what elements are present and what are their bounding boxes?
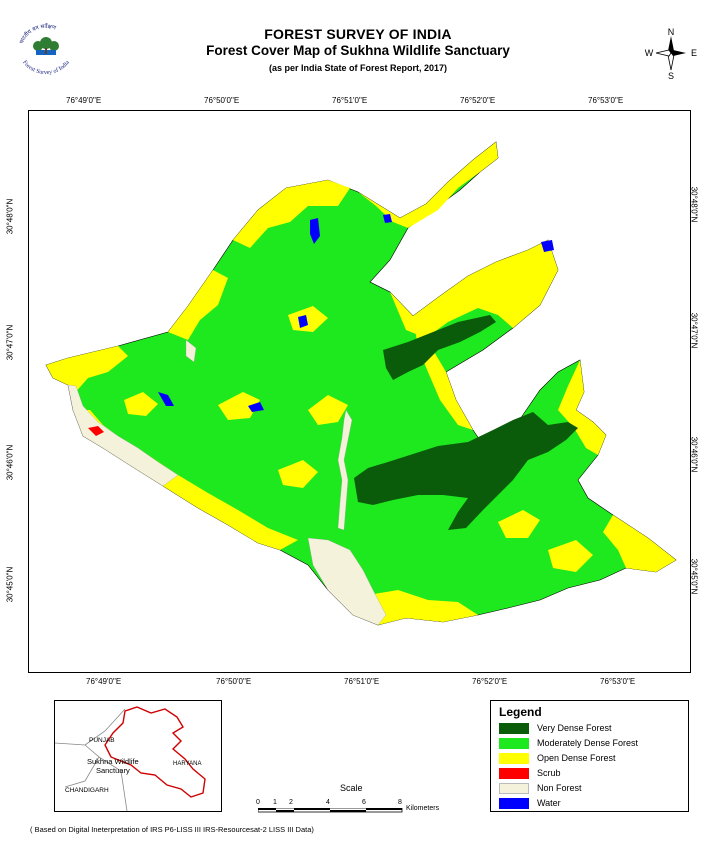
scale-tick-8: 8 xyxy=(398,799,402,806)
legend-label: Open Dense Forest xyxy=(537,753,616,763)
svg-text:Forest Survey of India: Forest Survey of India xyxy=(21,60,71,76)
inset-state-lines xyxy=(55,708,128,811)
bottom-tick-3: 76°51'0"E xyxy=(344,677,380,686)
non-forest-patches xyxy=(67,339,387,626)
scale-unit: Kilometers xyxy=(406,805,440,812)
org-title: FOREST SURVEY OF INDIA xyxy=(264,26,452,42)
left-tick-4: 30°45'0"N xyxy=(5,566,15,603)
scale-tick-2: 2 xyxy=(289,799,293,806)
scale-bar-graphic xyxy=(258,808,403,813)
forest-cover-map xyxy=(45,141,677,626)
legend-label: Very Dense Forest xyxy=(537,723,612,733)
scrub-patch xyxy=(88,426,104,436)
compass-s: S xyxy=(668,71,674,80)
scale-tick-6: 6 xyxy=(362,799,366,806)
compass-n: N xyxy=(668,27,675,37)
bottom-tick-4: 76°52'0"E xyxy=(472,677,508,686)
scale-tick-4: 4 xyxy=(326,799,330,806)
map-legend: Legend Very Dense Forest Moderately Dens… xyxy=(490,700,689,812)
legend-label: Moderately Dense Forest xyxy=(537,738,639,748)
bottom-tick-2: 76°50'0"E xyxy=(216,677,252,686)
bottom-tick-1: 76°49'0"E xyxy=(86,677,122,686)
data-source-footnote: ( Based on Digital Ineterpretation of IR… xyxy=(30,825,314,834)
left-tick-1: 30°48'0"N xyxy=(5,198,15,235)
top-tick-2: 76°50'0"E xyxy=(204,96,240,105)
legend-swatch xyxy=(499,783,529,794)
water-bodies xyxy=(158,214,554,412)
left-tick-3: 30°46'0"N xyxy=(5,444,15,481)
legend-swatch xyxy=(499,798,529,809)
legend-swatch xyxy=(499,768,529,779)
top-tick-5: 76°53'0"E xyxy=(588,96,624,105)
location-inset-map: PUNJAB Sukhna Wildlife Sanctuary HARYANA… xyxy=(54,700,222,812)
legend-swatch xyxy=(499,738,529,749)
top-tick-1: 76°49'0"E xyxy=(66,96,102,105)
compass-w: W xyxy=(645,48,654,58)
logo-caption-text: Forest Survey of India xyxy=(21,60,71,76)
legend-label: Water xyxy=(537,798,561,808)
inset-label-haryana: HARYANA xyxy=(173,761,202,767)
top-tick-4: 76°52'0"E xyxy=(460,96,496,105)
left-tick-2: 30°47'0"N xyxy=(5,324,15,361)
inset-label-punjab: PUNJAB xyxy=(89,737,115,744)
compass-e: E xyxy=(691,48,697,58)
inset-sanctuary-outline xyxy=(104,706,206,798)
legend-swatch xyxy=(499,753,529,764)
top-tick-3: 76°51'0"E xyxy=(332,96,368,105)
map-subtitle: (as per India State of Forest Report, 20… xyxy=(268,63,448,73)
fsi-logo-icon: भारतीय वन सर्वेक्षण Forest Survey of Ind… xyxy=(19,23,71,76)
scale-tick-1: 1 xyxy=(273,799,277,806)
inset-label-sanctuary: Sukhna Wildlife Sanctuary xyxy=(87,757,139,775)
north-arrow-icon: N S W E xyxy=(645,27,697,80)
scale-title: Scale xyxy=(340,783,363,793)
scale-tick-0: 0 xyxy=(256,799,260,806)
map-title: Forest Cover Map of Sukhna Wildlife Sanc… xyxy=(206,43,510,58)
inset-label-chandigarh: CHANDIGARH xyxy=(65,787,109,794)
legend-label: Scrub xyxy=(537,768,561,778)
very-dense-forest-patches xyxy=(354,315,578,530)
scale-bar: Scale 0 1 2 4 6 8 Kilometers xyxy=(256,783,456,813)
legend-swatch xyxy=(499,723,529,734)
bottom-tick-5: 76°53'0"E xyxy=(600,677,636,686)
legend-title: Legend xyxy=(499,705,542,719)
legend-label: Non Forest xyxy=(537,783,582,793)
